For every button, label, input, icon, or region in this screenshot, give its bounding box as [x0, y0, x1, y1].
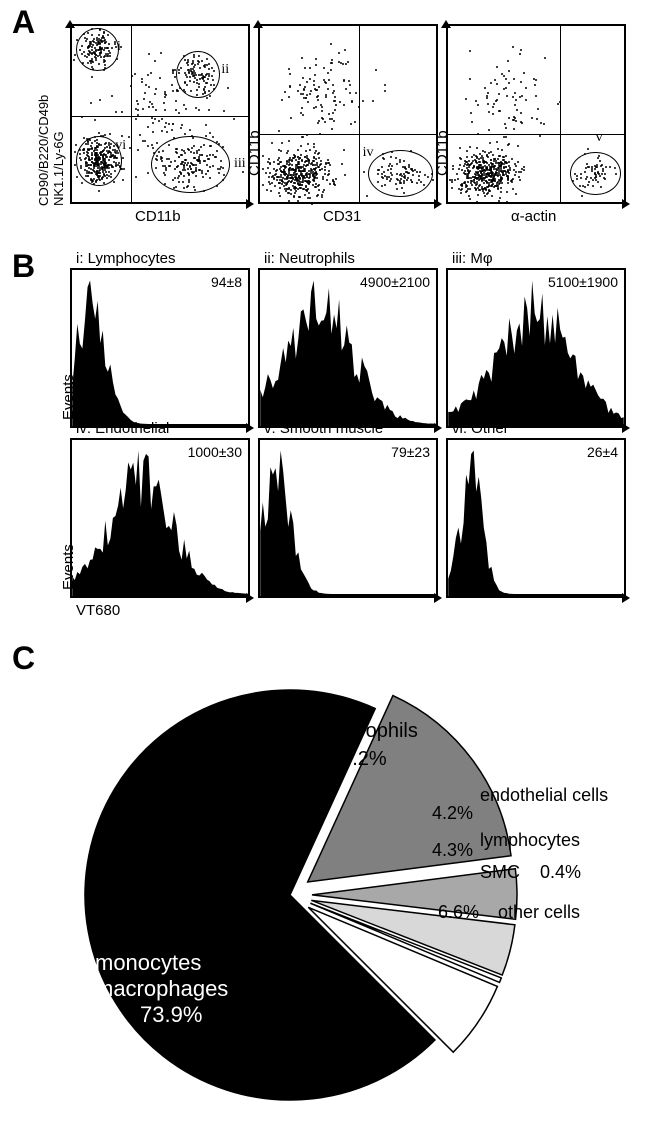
gate-tag: v — [596, 130, 603, 146]
histogram-title: ii: Neutrophils — [264, 250, 355, 267]
histogram: i: Lymphocytes94±8Events — [70, 268, 250, 428]
gate-v — [570, 152, 620, 195]
histogram: iv: Endothelial1000±30EventsVT680 — [70, 438, 250, 598]
pie-slice-percent: 0.4% — [540, 862, 581, 883]
pie-slice-percent: 6.6% — [438, 902, 479, 923]
pie-slice-label: neutrophils — [320, 720, 418, 743]
pie-slice-percent: 4.2% — [432, 803, 473, 824]
scatter-y-axis-label: CD90/B220/CD49bNK1.1/Ly-6G — [36, 95, 66, 206]
histogram-title: iv: Endothelial — [76, 420, 169, 437]
scatter-plot: ivCD11bCD31 — [258, 24, 438, 204]
gate-iv — [368, 150, 433, 197]
pie-slice-label: lymphocytes — [480, 830, 580, 851]
pie-slice-label: monocytes — [95, 950, 201, 976]
pie-slice-percent: 73.9% — [140, 1002, 202, 1028]
scatter-x-axis-label: CD31 — [323, 208, 361, 225]
pie-slice-label: macrophages — [95, 976, 228, 1002]
histogram: vi: Other26±4 — [446, 438, 626, 598]
scatter-plot: vCD11bα-actin — [446, 24, 626, 204]
histogram-title: vi: Other — [452, 420, 509, 437]
gate-i — [76, 28, 119, 71]
gate-iii — [151, 136, 230, 194]
histogram-title: v: Smooth muscle — [264, 420, 383, 437]
scatter-x-axis-label: CD11b — [135, 208, 181, 225]
panel-c: monocytesmacrophages73.9% neutrophils 17.2… — [0, 640, 645, 1108]
histogram-y-axis-label: Events — [60, 374, 77, 420]
pie-slice-label: endothelial cells — [480, 785, 608, 806]
pie-slice-percent: 17.2% — [330, 748, 387, 771]
gate-tag: i — [117, 39, 121, 55]
gate-tag: vi — [115, 138, 126, 154]
scatter-y-axis-label: CD11b — [246, 130, 263, 176]
histogram-grid: i: Lymphocytes94±8Eventsii: Neutrophils4… — [70, 268, 626, 598]
gate-ii — [176, 51, 219, 98]
scatter-row: iiiiiiviCD90/B220/CD49bNK1.1/Ly-6GCD11bi… — [70, 24, 626, 204]
histogram-title: iii: Mφ — [452, 250, 493, 267]
histogram: iii: Mφ5100±1900 — [446, 268, 626, 428]
panel-a: iiiiiiviCD90/B220/CD49bNK1.1/Ly-6GCD11bi… — [0, 0, 645, 240]
histogram-y-axis-label: Events — [60, 544, 77, 590]
pie-slice-percent: 4.3% — [432, 840, 473, 861]
scatter-y-axis-label: CD11b — [434, 130, 451, 176]
scatter-x-axis-label: α-actin — [511, 208, 556, 225]
pie-slice-label: other cells — [498, 902, 580, 923]
histogram-x-axis-label: VT680 — [76, 602, 120, 619]
gate-tag: ii — [221, 62, 229, 78]
histogram: ii: Neutrophils4900±2100 — [258, 268, 438, 428]
panel-b: i: Lymphocytes94±8Eventsii: Neutrophils4… — [0, 250, 645, 620]
histogram-title: i: Lymphocytes — [76, 250, 176, 267]
scatter-plot: iiiiiiviCD90/B220/CD49bNK1.1/Ly-6GCD11b — [70, 24, 250, 204]
pie-slice-label: SMC — [480, 862, 520, 883]
gate-tag: iii — [234, 156, 246, 172]
histogram: v: Smooth muscle79±23 — [258, 438, 438, 598]
gate-tag: iv — [363, 145, 374, 161]
